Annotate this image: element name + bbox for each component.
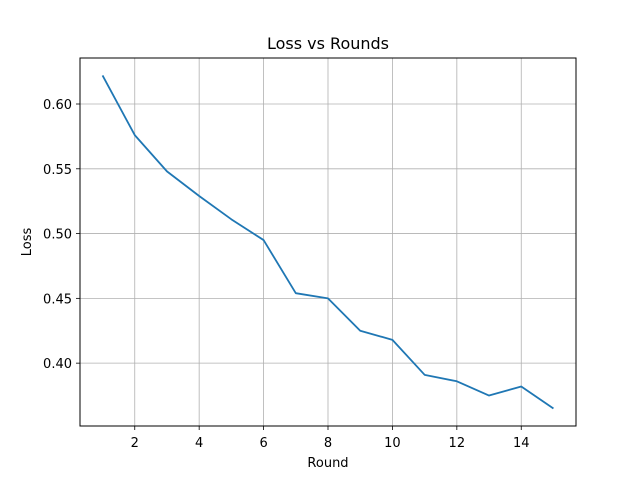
y-tick-label: 0.60 [43, 98, 72, 113]
x-tick-label: 10 [384, 436, 401, 451]
y-tick-label: 0.45 [43, 292, 72, 307]
x-axis-label: Round [307, 456, 348, 471]
grid [80, 58, 576, 426]
x-axis-ticks: 2 4 6 8 10 12 14 [131, 426, 530, 451]
x-tick-label: 12 [449, 436, 466, 451]
y-tick-label: 0.50 [43, 228, 72, 243]
x-tick-label: 6 [259, 436, 267, 451]
x-tick-label: 4 [195, 436, 203, 451]
chart-title: Loss vs Rounds [267, 34, 389, 53]
y-axis-ticks: 0.40 0.45 0.50 0.55 0.60 [43, 98, 80, 372]
x-tick-label: 14 [513, 436, 530, 451]
y-axis-label: Loss [20, 228, 35, 257]
x-tick-label: 2 [131, 436, 139, 451]
y-tick-label: 0.55 [43, 163, 72, 178]
y-tick-label: 0.40 [43, 357, 72, 372]
series-layer [101, 75, 554, 410]
x-tick-label: 8 [324, 436, 332, 451]
